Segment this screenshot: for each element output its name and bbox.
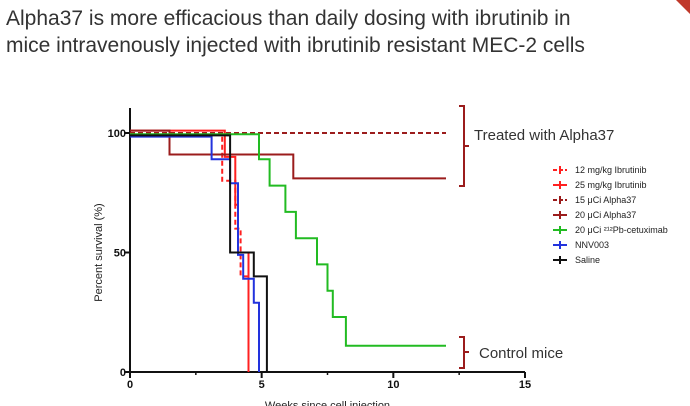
- series-line-5: [130, 135, 260, 372]
- legend-item-6: Saline: [553, 255, 600, 265]
- x-axis-label: Weeks since cell injection: [265, 400, 390, 406]
- annotation-treated: Treated with Alpha37: [474, 127, 614, 144]
- slide-title: Alpha37 is more efficacious than daily d…: [6, 5, 646, 59]
- legend-label: 25 mg/kg Ibrutinib: [575, 180, 647, 190]
- corner-accent: [676, 0, 690, 14]
- legend-item-4: 20 μCi ²¹²Pb-cetuximab: [553, 225, 668, 235]
- annotation-control: Control mice: [479, 345, 563, 362]
- y-tick-label: 100: [108, 128, 126, 140]
- chart-axes: 0 5 10 15 0 50 100 Weeks since cell injection Pe…: [93, 108, 531, 406]
- x-tick-label: 15: [519, 379, 531, 391]
- y-axis-label: Percent survival (%): [93, 203, 105, 301]
- legend-label: 20 μCi ²¹²Pb-cetuximab: [575, 225, 668, 235]
- slide-title-line-2: mice intravenously injected with ibrutin…: [6, 34, 585, 57]
- legend-item-2: 15 μCi Alpha37: [553, 195, 636, 205]
- legend-item-3: 20 μCi Alpha37: [553, 210, 636, 220]
- bracket-control: [459, 336, 469, 369]
- y-tick-label: 50: [114, 248, 126, 260]
- legend-item-0: 12 mg/kg Ibrutinib: [553, 165, 647, 175]
- chart-annotations: Treated with Alpha37 Control mice: [459, 105, 614, 369]
- series-line-6: [130, 134, 268, 372]
- x-tick-label: 0: [127, 379, 133, 391]
- x-tick-label: 5: [259, 379, 265, 391]
- series-line-3: [130, 129, 446, 180]
- legend-item-5: NNV003: [553, 240, 609, 250]
- series-line-4: [130, 133, 446, 347]
- legend-label: 15 μCi Alpha37: [575, 195, 636, 205]
- bracket-treated: [459, 105, 469, 187]
- legend-label: Saline: [575, 255, 600, 265]
- legend-item-1: 25 mg/kg Ibrutinib: [553, 180, 647, 190]
- x-tick-label: 10: [387, 379, 399, 391]
- chart-legend: 12 mg/kg Ibrutinib 25 mg/kg Ibrutinib 15 μ…: [553, 165, 668, 265]
- legend-label: NNV003: [575, 240, 609, 250]
- legend-label: 20 μCi Alpha37: [575, 210, 636, 220]
- chart-series: [130, 129, 446, 372]
- series-line-0: [130, 132, 250, 372]
- legend-label: 12 mg/kg Ibrutinib: [575, 165, 647, 175]
- slide-title-line-1: Alpha37 is more efficacious than daily d…: [6, 7, 571, 30]
- y-tick-label: 0: [120, 367, 126, 379]
